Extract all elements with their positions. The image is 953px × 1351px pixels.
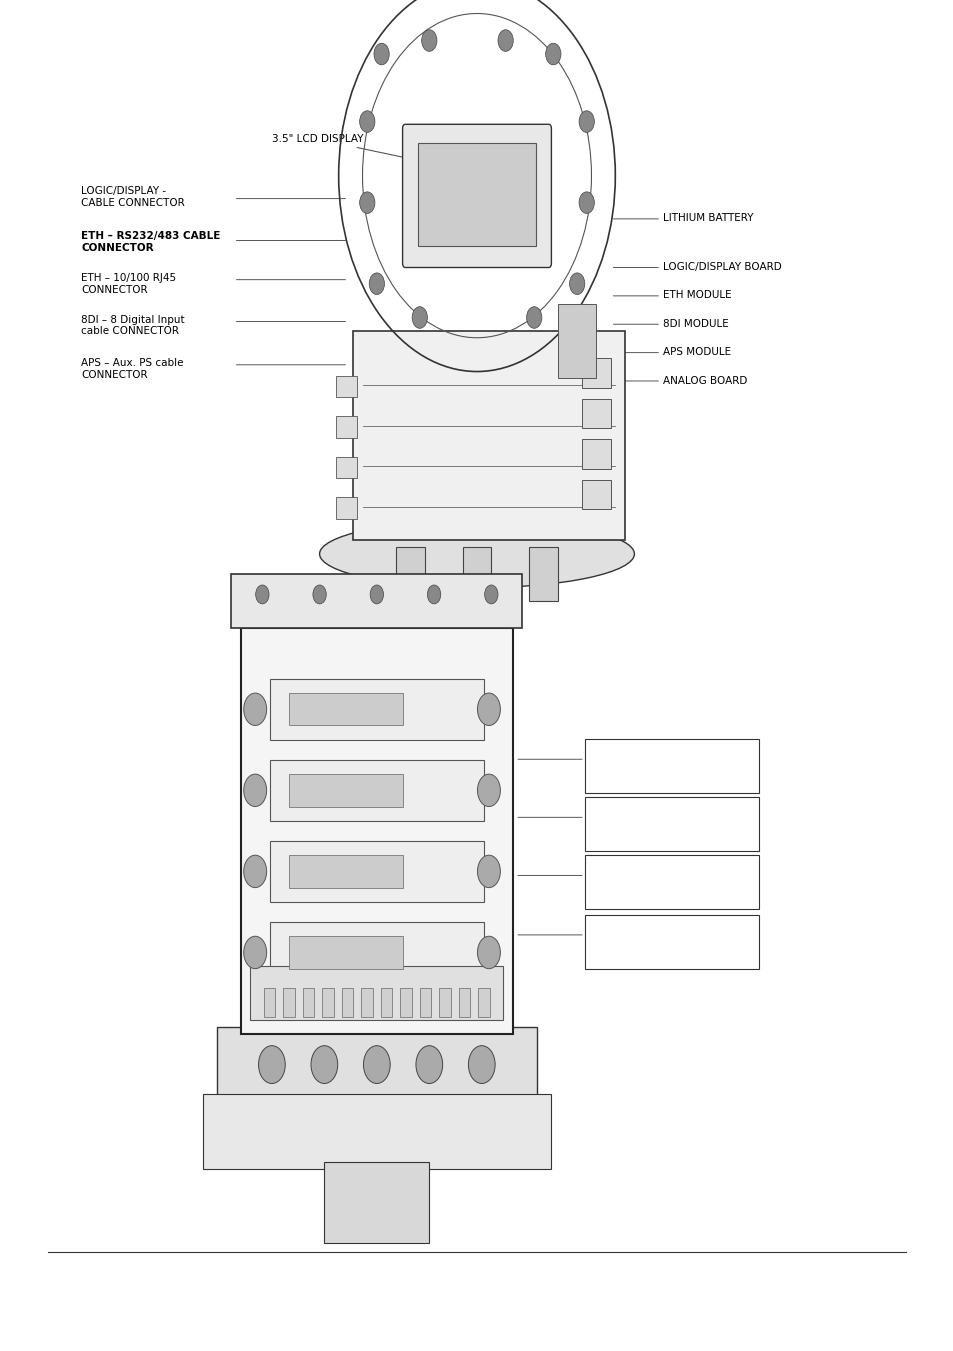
Circle shape [359,111,375,132]
Bar [232,574,522,628]
Bar [581,480,610,509]
Circle shape [374,43,389,65]
Text: TRM slot: TRM slot [646,750,697,761]
Bar [462,547,491,601]
Bar [335,457,356,478]
Bar [270,759,483,820]
Bar [477,988,490,1017]
Text: 8DI MODULE: 8DI MODULE [662,319,728,328]
Circle shape [427,585,440,604]
Circle shape [484,585,497,604]
Bar [341,988,353,1017]
Bar [581,439,610,469]
Text: (Communication Module): (Communication Module) [610,830,733,840]
Circle shape [476,936,499,969]
Bar [217,1027,536,1101]
Circle shape [416,1046,442,1084]
Circle shape [578,192,594,213]
Bar [264,988,275,1017]
Bar [581,358,610,388]
Ellipse shape [319,520,634,588]
Text: LOGIC/DISPLAY BOARD: LOGIC/DISPLAY BOARD [662,262,781,272]
Bar [289,855,403,888]
Text: ANALOG BOARD: ANALOG BOARD [662,376,746,385]
Text: (Auxiliary PS Module): (Auxiliary PS Module) [619,947,723,958]
Bar [289,693,403,725]
Bar [289,936,403,969]
Bar [322,988,334,1017]
Text: ETH – 10/100 RJ45
CONNECTOR: ETH – 10/100 RJ45 CONNECTOR [81,273,176,295]
Text: APS slot: APS slot [647,925,696,936]
Circle shape [421,30,436,51]
Circle shape [497,30,513,51]
Bar [458,988,470,1017]
Bar [270,921,483,984]
Circle shape [363,1046,390,1084]
Circle shape [569,273,584,295]
FancyBboxPatch shape [584,915,759,969]
Circle shape [476,693,499,725]
Circle shape [370,585,383,604]
Bar [361,988,373,1017]
Circle shape [578,111,594,132]
Bar [558,304,596,378]
Circle shape [258,1046,285,1084]
Bar [335,376,356,397]
FancyBboxPatch shape [584,797,759,851]
Bar [289,774,403,807]
FancyBboxPatch shape [402,124,551,267]
Bar [380,988,392,1017]
FancyBboxPatch shape [584,855,759,909]
Bar [283,988,294,1017]
Bar [302,988,314,1017]
Bar [270,840,483,902]
Circle shape [476,855,499,888]
Text: ETH – RS232/483 CABLE
CONNECTOR: ETH – RS232/483 CABLE CONNECTOR [81,231,220,253]
Circle shape [244,693,267,725]
Circle shape [545,43,560,65]
Text: 3.5" LCD DISPLAY: 3.5" LCD DISPLAY [272,134,455,169]
Bar [335,416,356,438]
Bar [439,988,451,1017]
Bar [417,143,536,246]
Bar [335,497,356,519]
Circle shape [369,273,384,295]
Circle shape [526,307,541,328]
Text: 8DI – 8 Digital Input
cable CONNECTOR: 8DI – 8 Digital Input cable CONNECTOR [81,315,185,336]
Bar [529,547,558,601]
Text: APS MODULE: APS MODULE [662,347,730,357]
Circle shape [244,936,267,969]
Bar [270,680,483,740]
Bar [353,331,624,540]
Text: I/O slot: I/O slot [650,866,693,877]
Circle shape [468,1046,495,1084]
Bar [400,988,412,1017]
Bar [251,966,503,1020]
Circle shape [313,585,326,604]
Circle shape [244,774,267,807]
Text: ETH MODULE: ETH MODULE [662,290,731,300]
Text: LITHIUM BATTERY: LITHIUM BATTERY [662,213,753,223]
Circle shape [412,307,427,328]
Bar [395,547,424,601]
Circle shape [359,192,375,213]
FancyBboxPatch shape [584,739,759,793]
Bar [581,399,610,428]
Circle shape [255,585,269,604]
Circle shape [311,1046,337,1084]
Circle shape [244,855,267,888]
Text: LOGIC/DISPLAY -
CABLE CONNECTOR: LOGIC/DISPLAY - CABLE CONNECTOR [81,186,185,208]
Circle shape [476,774,499,807]
Bar [203,1094,551,1169]
Bar [241,628,513,1034]
Bar [324,1162,429,1243]
Text: (Input/Output Module): (Input/Output Module) [617,888,726,898]
Text: APS – Aux. PS cable
CONNECTOR: APS – Aux. PS cable CONNECTOR [81,358,183,380]
Text: COM slot: COM slot [645,808,698,819]
Text: (Transient Module): (Transient Module) [626,771,717,782]
Bar [419,988,431,1017]
